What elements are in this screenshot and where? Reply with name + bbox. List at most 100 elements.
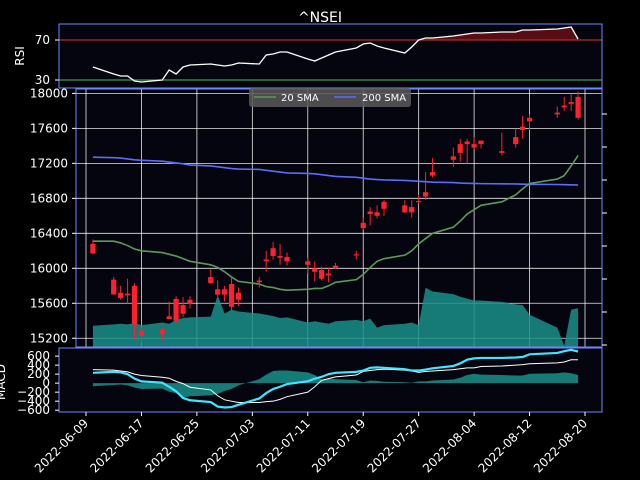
candle (124, 278, 131, 304)
candle-body (166, 316, 172, 320)
price-y-tick-label: 16000 (30, 261, 68, 275)
price-y-tick-label: 18000 (30, 86, 68, 100)
candle (166, 301, 172, 320)
rsi-panel: 70 30 ^NSEI RSI (13, 10, 603, 89)
candle-body (263, 259, 269, 262)
macd-y-axis-label: MACD (0, 364, 8, 400)
macd-y-tick-label: 200 (27, 367, 50, 381)
candle-body (568, 102, 574, 104)
candle-body (159, 329, 165, 334)
price-y-tick-label: 16800 (30, 191, 68, 205)
candle-body (499, 151, 505, 153)
sma-lines (92, 155, 579, 291)
candle-body (208, 277, 214, 284)
candle (464, 138, 470, 164)
candle-body (457, 144, 463, 153)
candle-body (381, 201, 387, 209)
volume-area (92, 287, 579, 347)
candle-body (520, 126, 526, 131)
candle-body (526, 117, 533, 122)
candle (526, 114, 533, 131)
candle (360, 217, 366, 230)
legend-label-sma20: 20 SMA (281, 93, 319, 104)
candle-body (131, 285, 138, 325)
price-y-tick-label: 17600 (30, 121, 68, 135)
candle (568, 94, 574, 111)
candle (561, 96, 567, 111)
candle (138, 327, 145, 343)
candle (187, 296, 193, 309)
macd-y-tick-label: −200 (17, 385, 50, 399)
volume-fill (92, 287, 579, 347)
candle (409, 200, 415, 218)
candle-body (478, 140, 484, 145)
candle (478, 140, 484, 149)
candle (215, 280, 221, 297)
candle (256, 277, 262, 288)
candle (284, 252, 290, 266)
macd-marks (92, 348, 579, 409)
candle-body (180, 305, 186, 314)
candle (513, 128, 519, 148)
rsi-series-line (92, 26, 579, 83)
candle (159, 327, 165, 341)
candle-body (215, 289, 221, 295)
candle-body (561, 105, 567, 108)
candle (90, 239, 96, 255)
candle-body (312, 268, 318, 272)
candle-body (325, 273, 332, 276)
price-panel: 18000 17600 17200 16800 16400 16000 15600 15200… (30, 86, 607, 348)
rsi-y-ticks: 70 30 (35, 33, 59, 87)
candle (471, 137, 477, 150)
candle (575, 91, 581, 120)
candle (499, 132, 505, 156)
candle (319, 266, 325, 281)
candle-body (305, 261, 311, 265)
macd-y-tick-label: 0 (42, 376, 50, 390)
candle-body (277, 256, 283, 258)
candle-body (513, 137, 519, 145)
candle (263, 250, 269, 272)
candle-body (124, 293, 131, 296)
candle (118, 285, 124, 300)
candle (332, 263, 339, 270)
candle (228, 277, 235, 311)
candle (235, 287, 242, 306)
candle (180, 297, 186, 318)
candle (416, 194, 422, 204)
legend-label-sma200: 200 SMA (362, 93, 406, 104)
candle-body (450, 156, 456, 160)
candle (367, 207, 373, 226)
candle (277, 243, 283, 265)
macd-y-tick-label: −600 (17, 403, 50, 417)
price-right-ticks (602, 113, 607, 346)
macd-histogram (92, 370, 579, 398)
candle-body (464, 141, 470, 145)
macd-y-tick-label: 600 (27, 349, 50, 363)
candle (422, 172, 429, 201)
rsi-y-tick-label: 70 (35, 33, 50, 47)
candle-body (138, 330, 145, 336)
candle-body (409, 207, 415, 213)
candle (270, 242, 276, 260)
macd-frame (58, 347, 603, 413)
sma200-line (92, 156, 579, 186)
candle (374, 205, 380, 219)
macd-line (92, 348, 579, 409)
candle-body (374, 212, 380, 216)
candle (353, 250, 359, 260)
rsi-y-tick-label: 30 (35, 73, 50, 87)
candle (325, 267, 332, 283)
macd-y-tick-label: −400 (17, 394, 50, 408)
candle-body (353, 254, 359, 256)
candle-body (471, 144, 477, 148)
price-y-tick-label: 17200 (30, 156, 68, 170)
candle (111, 277, 117, 295)
candle (457, 138, 463, 162)
candle (305, 257, 311, 274)
candle-body (173, 298, 179, 321)
candle-body (360, 222, 366, 229)
